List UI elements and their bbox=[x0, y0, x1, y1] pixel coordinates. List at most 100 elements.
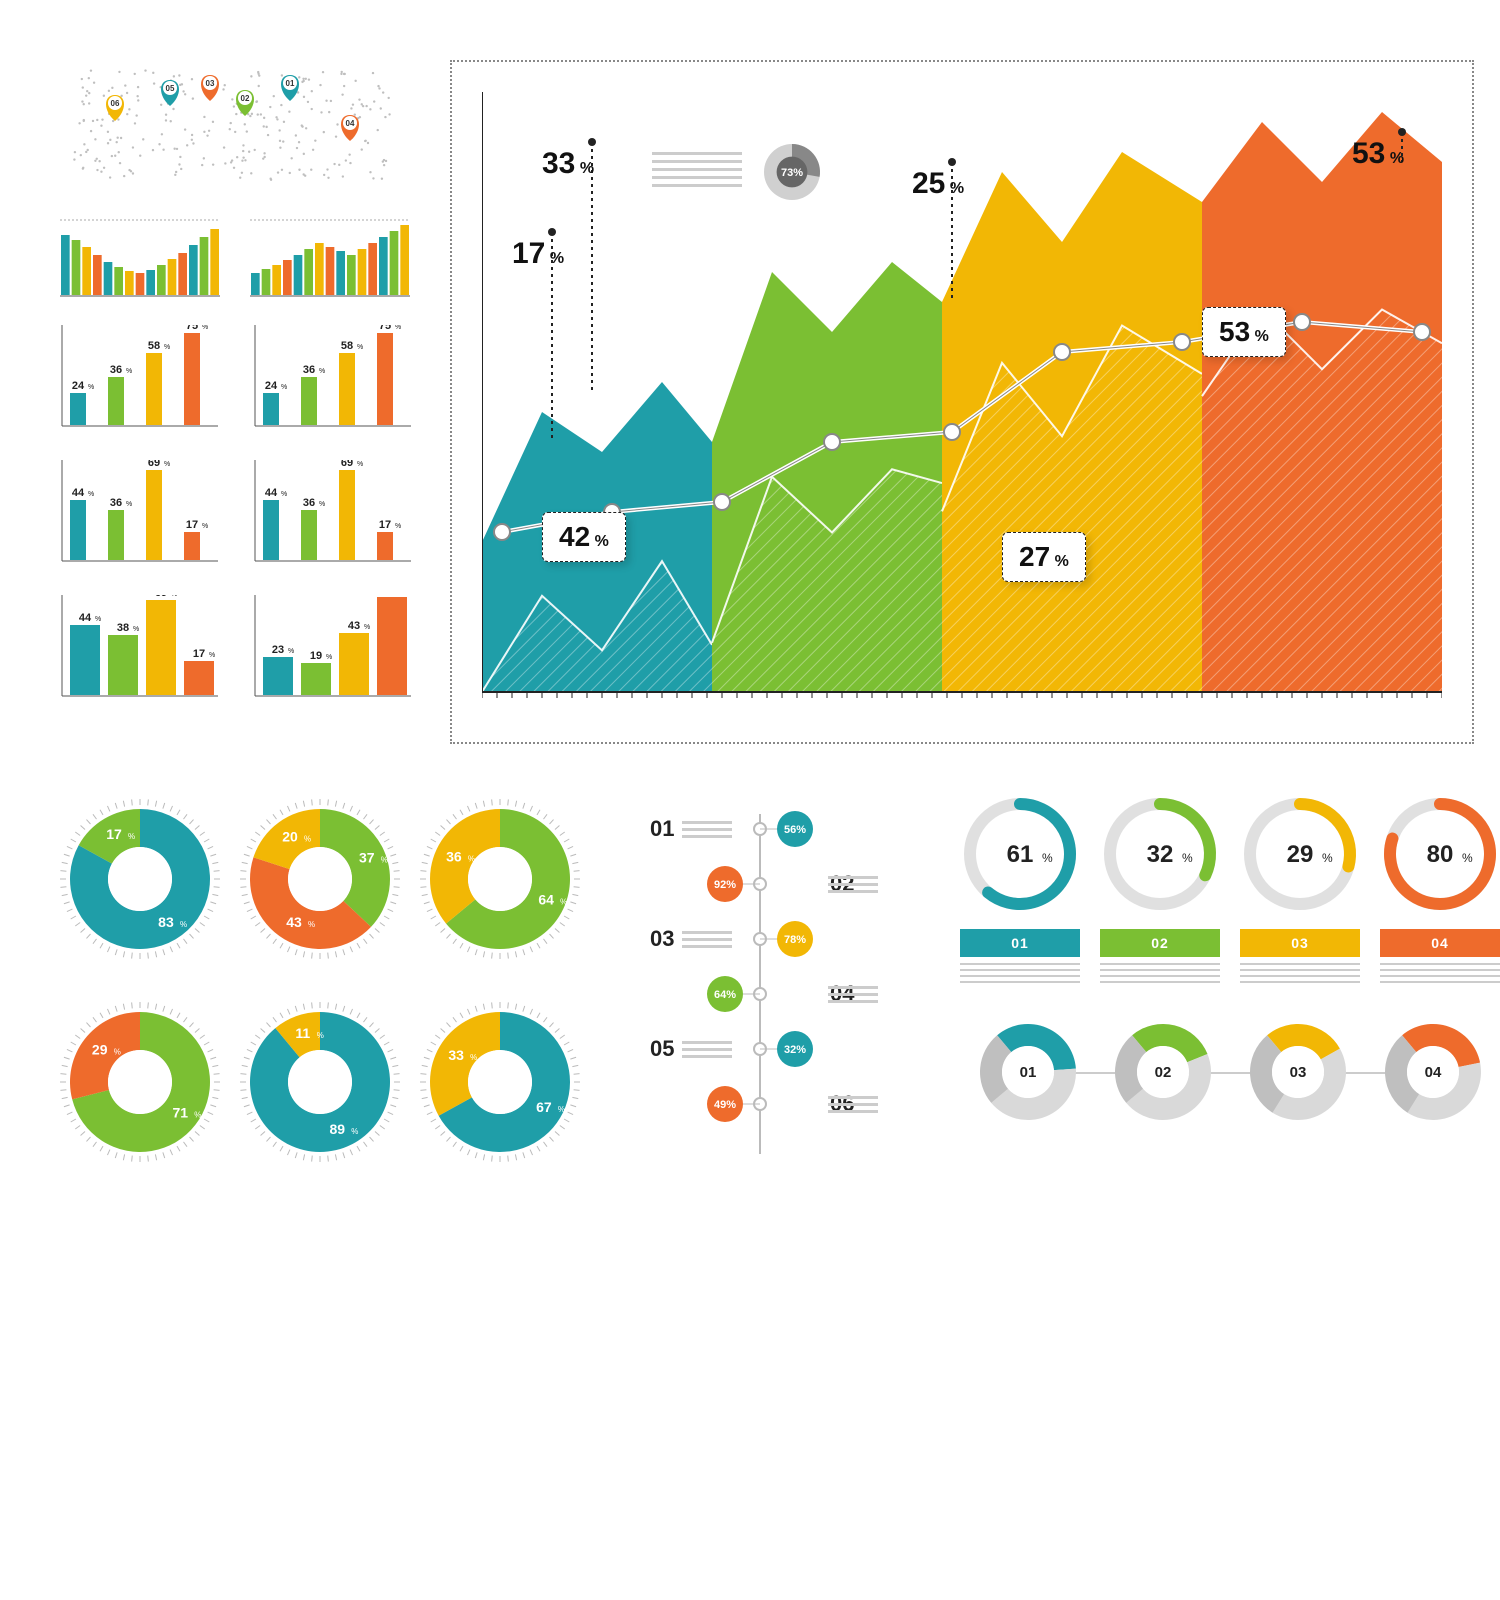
svg-text:%: % bbox=[194, 1110, 201, 1119]
area-top-label: 25 % bbox=[912, 167, 964, 201]
svg-text:44: 44 bbox=[72, 487, 85, 499]
ring-label: 02 bbox=[1100, 929, 1220, 957]
svg-text:02: 02 bbox=[1154, 1064, 1171, 1081]
map-pin: 02 bbox=[236, 90, 254, 116]
svg-text:32%: 32% bbox=[784, 1044, 806, 1056]
donut-chart: 71% 29% bbox=[60, 997, 220, 1180]
svg-text:%: % bbox=[319, 368, 325, 375]
svg-text:02: 02 bbox=[241, 94, 250, 103]
svg-text:64%: 64% bbox=[714, 989, 736, 1001]
svg-text:%: % bbox=[317, 1031, 324, 1040]
svg-text:%: % bbox=[88, 384, 94, 391]
svg-text:17: 17 bbox=[193, 648, 205, 660]
main-area-panel: 73% 33 %25 %53 %17 %42 %53 %27 % bbox=[450, 60, 1474, 744]
bar-group: 24%36%58%75% bbox=[60, 325, 228, 445]
svg-text:83: 83 bbox=[158, 914, 174, 930]
bar-group: 23%19%43%73% bbox=[253, 595, 421, 715]
ring-description-placeholder bbox=[1380, 963, 1500, 987]
svg-text:20: 20 bbox=[282, 829, 298, 845]
mini-donut: 01 bbox=[960, 1017, 1095, 1142]
svg-text:%: % bbox=[180, 920, 187, 929]
svg-text:%: % bbox=[88, 491, 94, 498]
svg-text:36: 36 bbox=[302, 364, 314, 376]
svg-text:64: 64 bbox=[538, 892, 554, 908]
svg-text:17: 17 bbox=[186, 519, 198, 531]
progress-ring: 29%03 bbox=[1240, 794, 1360, 987]
svg-text:69: 69 bbox=[148, 460, 160, 469]
donut-chart: 37%43%20% bbox=[240, 794, 400, 977]
svg-text:05: 05 bbox=[650, 1036, 674, 1061]
svg-text:17: 17 bbox=[106, 826, 122, 842]
area-top-label: 17 % bbox=[512, 237, 564, 271]
mini-donuts-row: 01 02 03 04 bbox=[960, 1017, 1500, 1142]
area-top-label: 33 % bbox=[542, 147, 594, 181]
svg-text:%: % bbox=[164, 344, 170, 351]
bar-group-grid: 24%36%58%75%24%36%58%75%44%36%69%17%44%3… bbox=[60, 325, 420, 715]
ring-label: 01 bbox=[960, 929, 1080, 957]
svg-text:92%: 92% bbox=[714, 879, 736, 891]
svg-text:01: 01 bbox=[286, 79, 295, 88]
svg-text:%: % bbox=[164, 461, 170, 468]
svg-text:71: 71 bbox=[173, 1104, 189, 1120]
svg-text:03: 03 bbox=[650, 926, 674, 951]
svg-text:01: 01 bbox=[1019, 1064, 1036, 1081]
svg-text:44: 44 bbox=[79, 612, 92, 624]
svg-text:%: % bbox=[1182, 851, 1193, 865]
mini-donut: 02 bbox=[1095, 1017, 1230, 1142]
progress-ring: 61%01 bbox=[960, 794, 1080, 987]
svg-text:%: % bbox=[281, 491, 287, 498]
svg-text:%: % bbox=[319, 501, 325, 508]
svg-text:%: % bbox=[558, 1104, 565, 1113]
area-top-label: 53 % bbox=[1352, 137, 1404, 171]
world-map: 060503020104 bbox=[60, 60, 420, 190]
svg-text:24: 24 bbox=[72, 380, 85, 392]
svg-text:58: 58 bbox=[340, 340, 352, 352]
svg-text:29: 29 bbox=[92, 1041, 108, 1057]
donut-chart: 83% 17% bbox=[60, 794, 220, 977]
map-pin: 01 bbox=[281, 75, 299, 101]
ring-label: 03 bbox=[1240, 929, 1360, 957]
svg-text:17: 17 bbox=[378, 519, 390, 531]
dense-bars-right bbox=[250, 210, 420, 305]
svg-text:%: % bbox=[114, 1047, 121, 1056]
svg-text:36: 36 bbox=[446, 848, 462, 864]
mini-donut: 04 bbox=[1365, 1017, 1500, 1142]
svg-text:%: % bbox=[364, 624, 370, 631]
svg-text:49%: 49% bbox=[714, 1099, 736, 1111]
svg-text:36: 36 bbox=[302, 497, 314, 509]
svg-text:%: % bbox=[1042, 851, 1053, 865]
svg-text:04: 04 bbox=[1424, 1064, 1441, 1081]
svg-text:03: 03 bbox=[1289, 1064, 1306, 1081]
svg-text:19: 19 bbox=[309, 650, 321, 662]
svg-text:%: % bbox=[128, 832, 135, 841]
svg-text:32: 32 bbox=[1147, 841, 1174, 868]
svg-text:73: 73 bbox=[385, 595, 397, 596]
svg-text:%: % bbox=[281, 384, 287, 391]
svg-text:%: % bbox=[202, 325, 208, 331]
donut-chart: 89%11% bbox=[240, 997, 400, 1180]
bar-group: 44%36%69%17% bbox=[60, 460, 228, 580]
svg-text:58: 58 bbox=[148, 340, 160, 352]
svg-text:43: 43 bbox=[347, 620, 359, 632]
left-column: 060503020104 24%36%58%75%24%36%58%75%44%… bbox=[60, 60, 420, 744]
svg-text:73%: 73% bbox=[781, 167, 803, 179]
svg-text:75: 75 bbox=[378, 325, 390, 332]
svg-text:%: % bbox=[126, 501, 132, 508]
svg-text:%: % bbox=[126, 368, 132, 375]
svg-text:%: % bbox=[133, 626, 139, 633]
svg-text:%: % bbox=[395, 325, 401, 331]
svg-text:11: 11 bbox=[295, 1025, 310, 1041]
svg-text:%: % bbox=[395, 523, 401, 530]
svg-text:04: 04 bbox=[346, 119, 355, 128]
svg-text:%: % bbox=[1322, 851, 1333, 865]
svg-text:%: % bbox=[95, 616, 101, 623]
svg-text:33: 33 bbox=[448, 1047, 464, 1063]
svg-text:05: 05 bbox=[166, 84, 175, 93]
dense-bars-row bbox=[60, 210, 420, 305]
rings-column: 61%0132%0229%0380%04 01020304 bbox=[960, 794, 1500, 1179]
svg-text:01: 01 bbox=[650, 816, 674, 841]
svg-text:36: 36 bbox=[110, 364, 122, 376]
svg-text:89: 89 bbox=[329, 1120, 345, 1136]
svg-text:06: 06 bbox=[111, 99, 120, 108]
map-pin: 06 bbox=[106, 95, 124, 121]
